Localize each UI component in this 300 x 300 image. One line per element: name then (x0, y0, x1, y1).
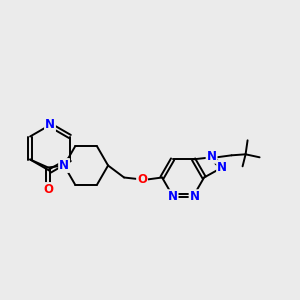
Text: O: O (43, 183, 53, 196)
Text: N: N (59, 159, 69, 172)
Text: N: N (190, 190, 200, 203)
Text: N: N (45, 118, 55, 131)
Text: O: O (137, 173, 147, 186)
Text: N: N (217, 161, 227, 174)
Text: N: N (207, 150, 217, 163)
Text: N: N (168, 190, 178, 203)
